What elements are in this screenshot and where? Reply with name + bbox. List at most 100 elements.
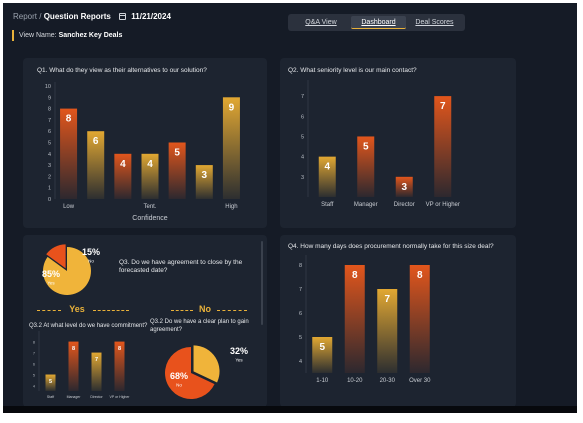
yes-divider-right: [93, 310, 129, 311]
pie-slice-name: Yes: [47, 281, 55, 286]
bar-value-label: 5: [363, 141, 369, 152]
x-category-label: VP or Higher: [426, 202, 460, 208]
calendar-icon: [119, 13, 127, 20]
bar: [141, 153, 159, 199]
bar-value-label: 7: [384, 294, 390, 305]
bar: [87, 131, 105, 199]
q1-title: Q1. What do they view as their alternati…: [37, 67, 207, 74]
tab-dashboard[interactable]: Dashboard: [351, 16, 406, 29]
q32-yes-bar-chart: 4 5 6 7 8 5 Staff 8 Manager 7 Director 8 VP or Highe…: [33, 331, 131, 399]
pie-slice: [43, 247, 91, 295]
bar: [318, 156, 336, 197]
breadcrumb-prefix: Report /: [13, 12, 42, 21]
bar: [222, 97, 240, 199]
page-title: Question Reports: [43, 12, 111, 21]
bar-value-label: 9: [229, 102, 235, 113]
x-category-label: Director: [90, 395, 103, 399]
x-category-label: Staff: [321, 202, 334, 208]
y-tick-label: 7: [48, 118, 51, 124]
bar-value-label: 8: [118, 346, 121, 352]
bar-value-label: 8: [66, 114, 72, 125]
q3-scrollbar[interactable]: [261, 241, 263, 325]
bar: [357, 136, 375, 197]
q4-panel: Q4. How many days does procurement norma…: [280, 235, 516, 407]
q3-pie-chart: 85% Yes 15% No: [42, 244, 100, 295]
y-tick-label: 4: [299, 359, 302, 365]
q32-yes-title: Q3.2 At what level do we have commitment…: [29, 323, 148, 329]
y-tick-label: 8: [299, 263, 302, 269]
bar: [45, 374, 56, 391]
bar-value-label: 5: [174, 148, 180, 159]
x-category-label: Staff: [47, 395, 54, 399]
y-tick-label: 7: [299, 287, 302, 293]
x-category-label: Tent.: [143, 204, 156, 210]
bar-value-label: 3: [202, 170, 208, 181]
x-category-label: High: [225, 204, 237, 210]
bar-value-label: 5: [319, 342, 325, 353]
app-window: Report / Question Reports 11/21/2024 Vie…: [3, 3, 577, 413]
y-tick-label: 3: [48, 163, 51, 169]
y-tick-label: 4: [301, 155, 304, 161]
y-tick-label: 7: [301, 94, 304, 100]
tab-deal-scores[interactable]: Deal Scores: [415, 19, 454, 26]
bar: [68, 341, 79, 391]
q1-bar-chart: 0 1 2 3 4 5 6 7 8 9 10 8 Low 6 4 4 Tent. 5 3 9 High Confidenc…: [45, 82, 240, 222]
y-tick-label: 0: [48, 197, 51, 203]
y-tick-label: 4: [48, 152, 51, 158]
yes-section-label: Yes: [69, 304, 85, 314]
y-tick-label: 6: [48, 129, 51, 135]
pie-slice-name: No: [176, 383, 182, 388]
no-divider-left: [171, 310, 193, 311]
pie-percent-label: 32%: [230, 346, 248, 356]
q2-title: Q2. What seniority level is our main con…: [288, 67, 417, 74]
q32-no-pie-chart: 32% Yes 68% No: [165, 345, 248, 399]
q2-panel: Q2. What seniority level is our main con…: [280, 58, 516, 228]
q4-title: Q4. How many days does procurement norma…: [288, 243, 494, 250]
y-tick-label: 3: [301, 175, 304, 181]
bar-value-label: 5: [49, 379, 52, 385]
y-tick-label: 5: [48, 141, 51, 147]
y-tick-label: 7: [33, 352, 35, 356]
x-category-label: 20-30: [380, 378, 396, 384]
pie-slice: [165, 347, 215, 399]
bar-value-label: 4: [324, 162, 330, 173]
x-category-label: 1-10: [316, 378, 329, 384]
x-category-label: Director: [394, 202, 415, 208]
pie-slice-name: No: [88, 259, 94, 264]
no-divider-right: [217, 310, 247, 311]
y-tick-label: 4: [33, 385, 35, 389]
view-tabs: Q&A View Dashboard Deal Scores: [288, 14, 465, 31]
q3-panel: 85% Yes 15% No Q3. Do we have agreement to …: [23, 235, 267, 407]
y-tick-label: 9: [48, 95, 51, 101]
pie-percent-label: 85%: [42, 269, 60, 279]
y-tick-label: 5: [301, 134, 304, 140]
y-tick-label: 6: [301, 114, 304, 120]
bar-value-label: 8: [352, 270, 358, 281]
y-tick-label: 10: [45, 84, 51, 90]
bar-value-label: 4: [147, 159, 153, 170]
x-category-label: Low: [63, 204, 75, 210]
view-name: View Name: Sanchez Key Deals: [12, 30, 122, 41]
bar: [114, 153, 132, 199]
yes-divider-left: [37, 310, 61, 311]
bar-value-label: 3: [401, 182, 407, 193]
report-date: 11/21/2024: [131, 12, 171, 21]
bar-value-label: 6: [93, 136, 99, 147]
bar: [434, 96, 452, 197]
q2-bar-chart: 3 4 5 6 7 4 Staff 5 Manager 3 Director 7 VP or Highe…: [301, 80, 460, 208]
y-tick-label: 8: [48, 107, 51, 113]
tab-qa-view[interactable]: Q&A View: [305, 19, 337, 26]
x-axis-title: Confidence: [132, 215, 168, 222]
q32-no-title: Q3.2 Do we have a clear plan to gain agr…: [150, 319, 249, 333]
bar: [168, 142, 186, 199]
x-category-label: Manager: [354, 202, 378, 208]
bar-value-label: 8: [72, 346, 75, 352]
bottom-bar: [3, 406, 577, 413]
pie-percent-label: 15%: [82, 247, 100, 257]
bar: [377, 289, 398, 373]
x-category-label: VP or Higher: [110, 395, 131, 399]
bar: [60, 108, 78, 199]
bar: [395, 176, 413, 197]
y-tick-label: 8: [33, 341, 35, 345]
view-name-label: View Name:: [19, 32, 57, 39]
